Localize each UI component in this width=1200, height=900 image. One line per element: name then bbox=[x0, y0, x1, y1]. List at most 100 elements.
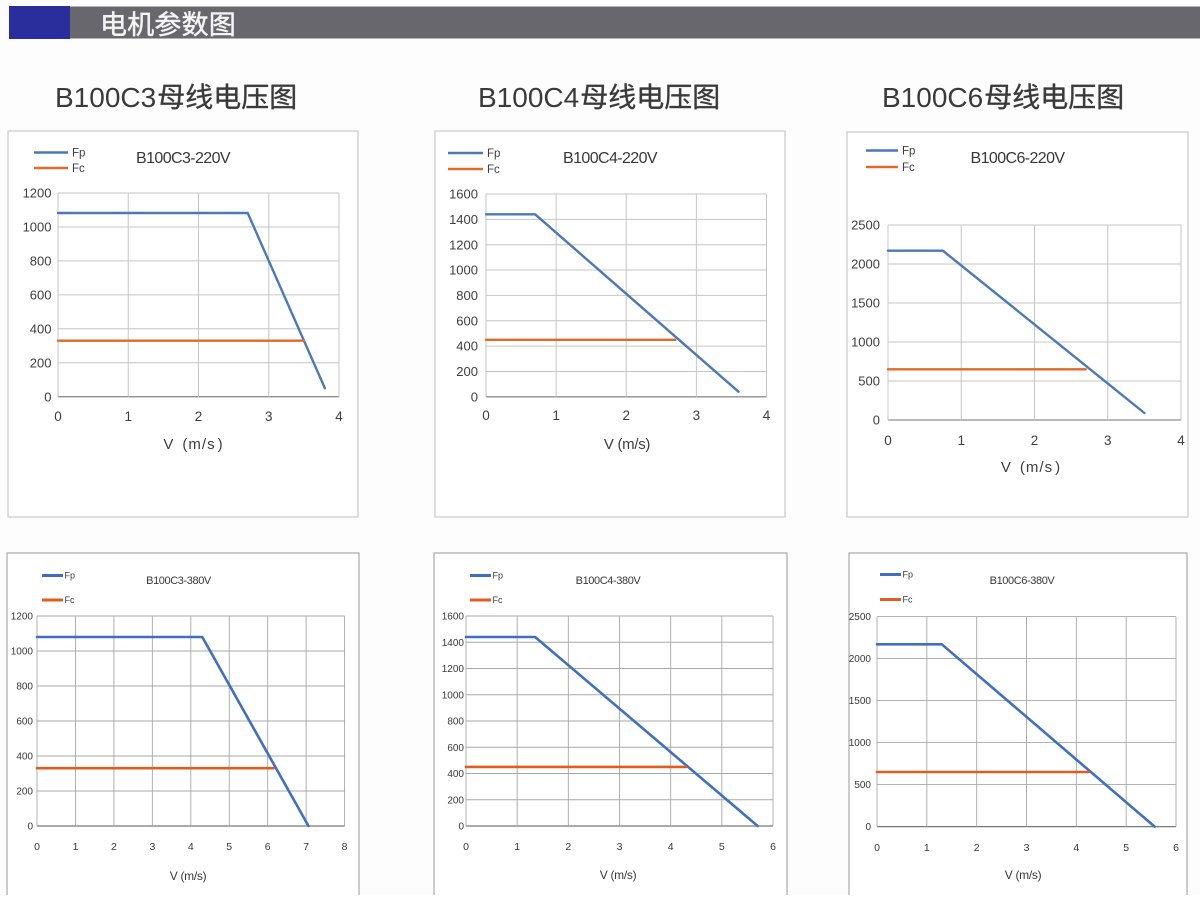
svg-text:800: 800 bbox=[16, 682, 33, 693]
svg-text:Fc: Fc bbox=[903, 595, 913, 605]
svg-text:400: 400 bbox=[30, 321, 52, 336]
svg-text:4: 4 bbox=[1073, 842, 1079, 854]
svg-text:1000: 1000 bbox=[23, 220, 52, 235]
svg-text:V (m/s): V (m/s) bbox=[600, 868, 637, 882]
svg-text:V (m/s): V (m/s) bbox=[1005, 868, 1042, 882]
svg-text:6: 6 bbox=[265, 841, 271, 853]
svg-text:1: 1 bbox=[124, 409, 132, 424]
svg-text:1500: 1500 bbox=[849, 696, 872, 707]
svg-text:800: 800 bbox=[456, 288, 478, 303]
svg-text:Fc: Fc bbox=[65, 595, 75, 605]
svg-text:6: 6 bbox=[1173, 842, 1179, 854]
svg-text:3: 3 bbox=[1104, 433, 1112, 448]
svg-text:1: 1 bbox=[924, 842, 930, 854]
svg-text:0: 0 bbox=[27, 822, 33, 833]
svg-text:1: 1 bbox=[552, 408, 560, 423]
svg-text:B100C4-380V: B100C4-380V bbox=[576, 575, 642, 587]
svg-text:0: 0 bbox=[471, 389, 478, 404]
svg-text:1600: 1600 bbox=[449, 187, 478, 202]
svg-text:2500: 2500 bbox=[849, 612, 872, 623]
svg-text:4: 4 bbox=[668, 841, 674, 853]
svg-text:2: 2 bbox=[1031, 433, 1039, 448]
svg-text:200: 200 bbox=[456, 364, 478, 379]
svg-text:400: 400 bbox=[456, 339, 478, 354]
svg-text:0: 0 bbox=[458, 822, 464, 833]
svg-text:600: 600 bbox=[447, 743, 464, 754]
svg-text:4: 4 bbox=[1177, 433, 1185, 448]
svg-text:V (m/s): V (m/s) bbox=[170, 869, 207, 883]
svg-text:800: 800 bbox=[447, 717, 464, 728]
svg-text:V(m/s): V (m/s) bbox=[1001, 459, 1061, 476]
svg-text:0: 0 bbox=[482, 408, 490, 423]
svg-text:8: 8 bbox=[342, 841, 348, 853]
svg-text:4: 4 bbox=[335, 409, 343, 424]
svg-text:1000: 1000 bbox=[449, 263, 478, 278]
svg-text:5: 5 bbox=[1123, 842, 1129, 854]
svg-text:2: 2 bbox=[565, 841, 571, 853]
svg-text:2: 2 bbox=[622, 408, 630, 423]
svg-text:1400: 1400 bbox=[442, 638, 465, 649]
svg-text:Fp: Fp bbox=[902, 146, 915, 158]
svg-text:200: 200 bbox=[447, 795, 464, 806]
svg-text:2500: 2500 bbox=[851, 218, 880, 233]
svg-text:3: 3 bbox=[149, 841, 155, 853]
svg-text:1000: 1000 bbox=[11, 647, 34, 658]
svg-text:600: 600 bbox=[16, 717, 33, 728]
svg-text:7: 7 bbox=[303, 841, 309, 853]
svg-text:0: 0 bbox=[54, 409, 62, 424]
svg-text:0: 0 bbox=[873, 413, 880, 428]
svg-text:0: 0 bbox=[884, 433, 892, 448]
svg-text:1200: 1200 bbox=[23, 186, 52, 201]
svg-text:4: 4 bbox=[763, 408, 771, 423]
svg-text:Fc: Fc bbox=[487, 164, 500, 176]
svg-text:Fp: Fp bbox=[72, 148, 85, 160]
svg-text:1: 1 bbox=[73, 841, 79, 853]
svg-text:1200: 1200 bbox=[442, 664, 465, 675]
svg-text:1000: 1000 bbox=[442, 690, 465, 701]
svg-text:B100C6: B100C6 bbox=[882, 82, 983, 113]
svg-text:800: 800 bbox=[30, 254, 52, 269]
svg-text:2: 2 bbox=[195, 409, 203, 424]
svg-text:3: 3 bbox=[693, 408, 701, 423]
svg-text:1: 1 bbox=[514, 841, 520, 853]
svg-text:B100C4: B100C4 bbox=[478, 82, 579, 113]
svg-text:V (m/s): V (m/s) bbox=[604, 436, 651, 453]
svg-text:B100C3-220V: B100C3-220V bbox=[136, 150, 231, 167]
svg-text:2: 2 bbox=[111, 841, 117, 853]
svg-text:2000: 2000 bbox=[851, 257, 880, 272]
svg-text:200: 200 bbox=[30, 355, 52, 370]
svg-text:1200: 1200 bbox=[449, 237, 478, 252]
svg-text:Fc: Fc bbox=[902, 162, 915, 174]
svg-text:Fp: Fp bbox=[65, 571, 76, 581]
svg-text:5: 5 bbox=[719, 841, 725, 853]
svg-text:1000: 1000 bbox=[849, 738, 872, 749]
svg-text:0: 0 bbox=[463, 841, 469, 853]
svg-text:2: 2 bbox=[974, 842, 980, 854]
svg-text:1: 1 bbox=[957, 433, 965, 448]
svg-text:1600: 1600 bbox=[442, 612, 465, 623]
svg-text:1500: 1500 bbox=[851, 296, 880, 311]
svg-text:Fp: Fp bbox=[903, 570, 914, 580]
svg-text:1200: 1200 bbox=[11, 612, 34, 623]
svg-text:0: 0 bbox=[865, 822, 871, 833]
svg-text:0: 0 bbox=[874, 842, 880, 854]
svg-text:B100C4-220V: B100C4-220V bbox=[563, 150, 658, 167]
svg-text:600: 600 bbox=[30, 287, 52, 302]
svg-text:0: 0 bbox=[44, 389, 51, 404]
svg-text:500: 500 bbox=[858, 374, 880, 389]
svg-text:1400: 1400 bbox=[449, 212, 478, 227]
svg-text:3: 3 bbox=[265, 409, 273, 424]
svg-text:Fp: Fp bbox=[493, 571, 504, 581]
svg-text:1000: 1000 bbox=[851, 335, 880, 350]
svg-text:400: 400 bbox=[447, 769, 464, 780]
svg-text:200: 200 bbox=[16, 787, 33, 798]
svg-text:3: 3 bbox=[1024, 842, 1030, 854]
svg-text:600: 600 bbox=[456, 313, 478, 328]
svg-text:Fc: Fc bbox=[72, 163, 85, 175]
svg-text:B100C3-380V: B100C3-380V bbox=[146, 575, 212, 587]
svg-text:4: 4 bbox=[188, 841, 194, 853]
svg-text:B100C3: B100C3 bbox=[55, 82, 156, 113]
svg-text:5: 5 bbox=[226, 841, 232, 853]
svg-text:400: 400 bbox=[16, 752, 33, 763]
svg-text:3: 3 bbox=[617, 841, 623, 853]
